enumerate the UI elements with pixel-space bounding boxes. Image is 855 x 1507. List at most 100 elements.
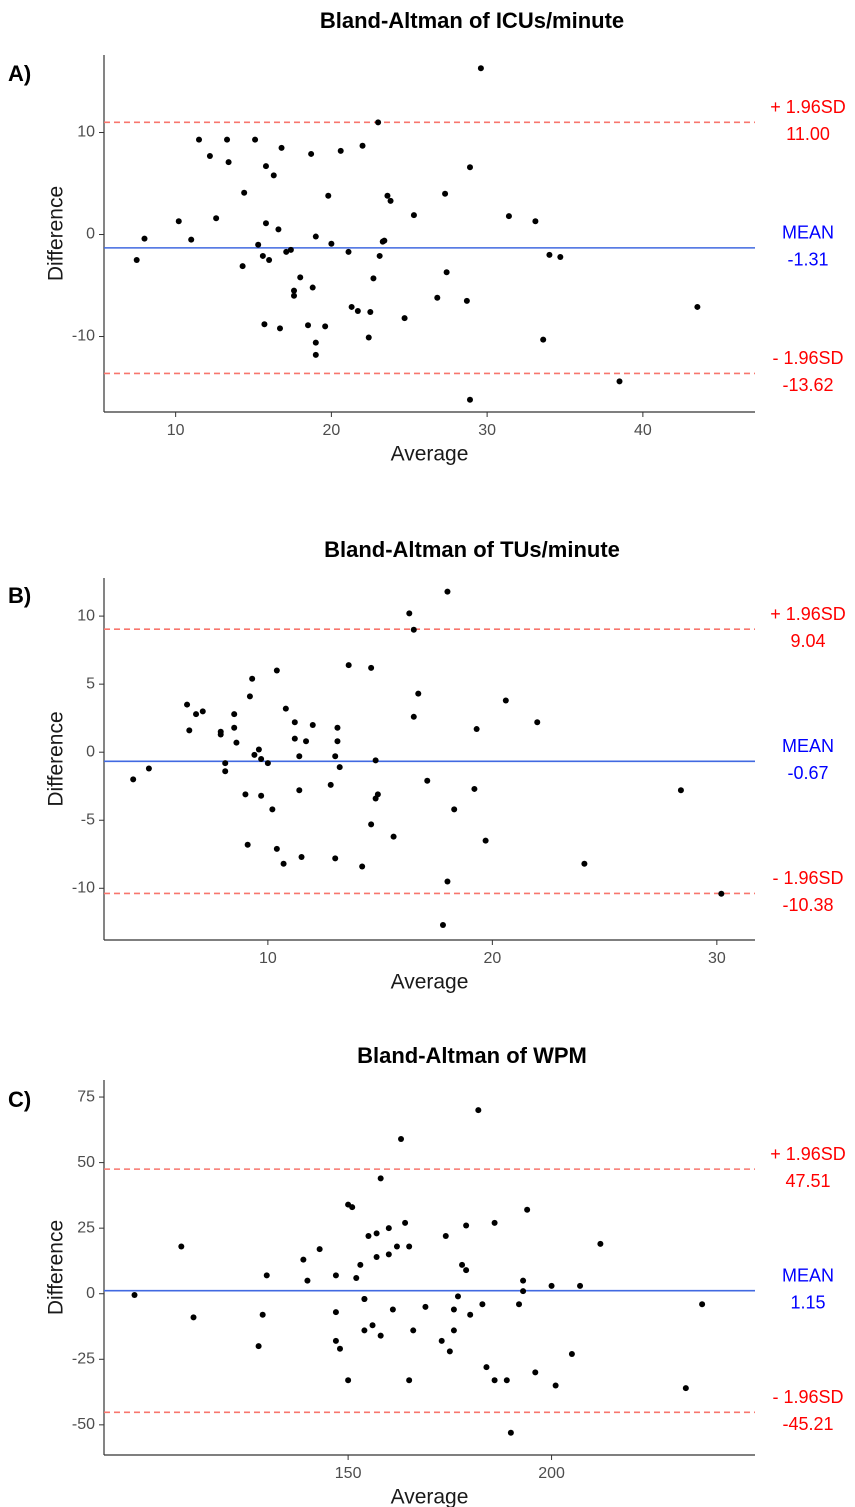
point: [398, 1136, 405, 1143]
point: [370, 275, 377, 282]
point: [450, 1306, 457, 1313]
point: [477, 65, 484, 72]
point: [259, 1311, 266, 1318]
x-tick-label: 20: [483, 950, 501, 967]
point: [505, 213, 512, 220]
point: [206, 152, 213, 159]
chart-title: Bland-Altman of TUs/minute: [324, 537, 620, 562]
point: [336, 764, 343, 771]
line-value: -0.67: [787, 763, 828, 783]
point: [303, 738, 310, 745]
point: [503, 1377, 510, 1384]
point: [275, 226, 282, 233]
point: [401, 315, 408, 322]
point: [217, 731, 224, 738]
x-tick-label: 150: [335, 1465, 362, 1482]
line-name: + 1.96SD: [770, 1144, 846, 1164]
line-value: -1.31: [787, 250, 828, 270]
y-tick-label: -10: [72, 328, 95, 345]
point: [369, 1322, 376, 1329]
point: [359, 863, 366, 870]
point: [255, 241, 262, 248]
point: [141, 235, 148, 242]
point: [282, 705, 289, 712]
point: [385, 1225, 392, 1232]
point: [365, 334, 372, 341]
y-tick-label: 25: [77, 1219, 95, 1236]
point: [361, 1295, 368, 1302]
point: [258, 792, 265, 799]
point: [296, 787, 303, 794]
point: [442, 1233, 449, 1240]
point: [387, 197, 394, 204]
point: [322, 323, 329, 330]
point: [297, 274, 304, 281]
point: [482, 837, 489, 844]
point: [213, 215, 220, 222]
point: [308, 150, 315, 157]
point: [406, 610, 413, 617]
point: [483, 1364, 490, 1371]
point: [502, 697, 509, 704]
point: [300, 1256, 307, 1263]
point: [225, 159, 232, 166]
point: [261, 321, 268, 328]
line-value: 1.15: [790, 1292, 825, 1312]
point: [188, 236, 195, 243]
point: [384, 192, 391, 199]
point: [199, 708, 206, 715]
point: [224, 136, 231, 143]
line-name: MEAN: [782, 223, 834, 243]
point: [291, 292, 298, 299]
line-value: -45.21: [782, 1414, 833, 1434]
point: [557, 253, 564, 260]
point: [276, 325, 283, 332]
point: [325, 192, 332, 199]
point: [239, 263, 246, 270]
point: [348, 303, 355, 310]
point: [424, 777, 431, 784]
point: [249, 675, 256, 682]
point: [336, 1345, 343, 1352]
point: [244, 841, 251, 848]
point: [577, 1282, 584, 1289]
point: [491, 1219, 498, 1226]
point: [242, 791, 249, 798]
point: [270, 172, 277, 179]
line-value: 11.00: [786, 124, 830, 144]
point: [443, 269, 450, 276]
point: [459, 1261, 466, 1268]
point: [305, 322, 312, 329]
x-axis-label: Average: [391, 971, 469, 994]
line-name: - 1.96SD: [772, 1387, 843, 1407]
point: [374, 791, 381, 798]
line-value: 47.51: [785, 1171, 830, 1191]
point: [491, 1377, 498, 1384]
y-tick-label: -25: [72, 1351, 95, 1368]
point: [372, 757, 379, 764]
point: [231, 711, 238, 718]
point: [694, 303, 701, 310]
point: [677, 787, 684, 794]
point: [444, 588, 451, 595]
point: [381, 237, 388, 244]
point: [410, 713, 417, 720]
point: [473, 726, 480, 733]
point: [442, 190, 449, 197]
point: [251, 751, 258, 758]
point: [312, 339, 319, 346]
point: [130, 776, 137, 783]
point: [718, 890, 725, 897]
point: [283, 248, 290, 255]
point: [385, 1251, 392, 1258]
point: [389, 1306, 396, 1313]
point: [332, 1309, 339, 1316]
point: [479, 1301, 486, 1308]
line-name: - 1.96SD: [772, 868, 843, 888]
point: [376, 252, 383, 259]
point: [365, 1233, 372, 1240]
point: [334, 738, 341, 745]
point: [368, 821, 375, 828]
point: [296, 753, 303, 760]
line-name: + 1.96SD: [770, 97, 846, 117]
